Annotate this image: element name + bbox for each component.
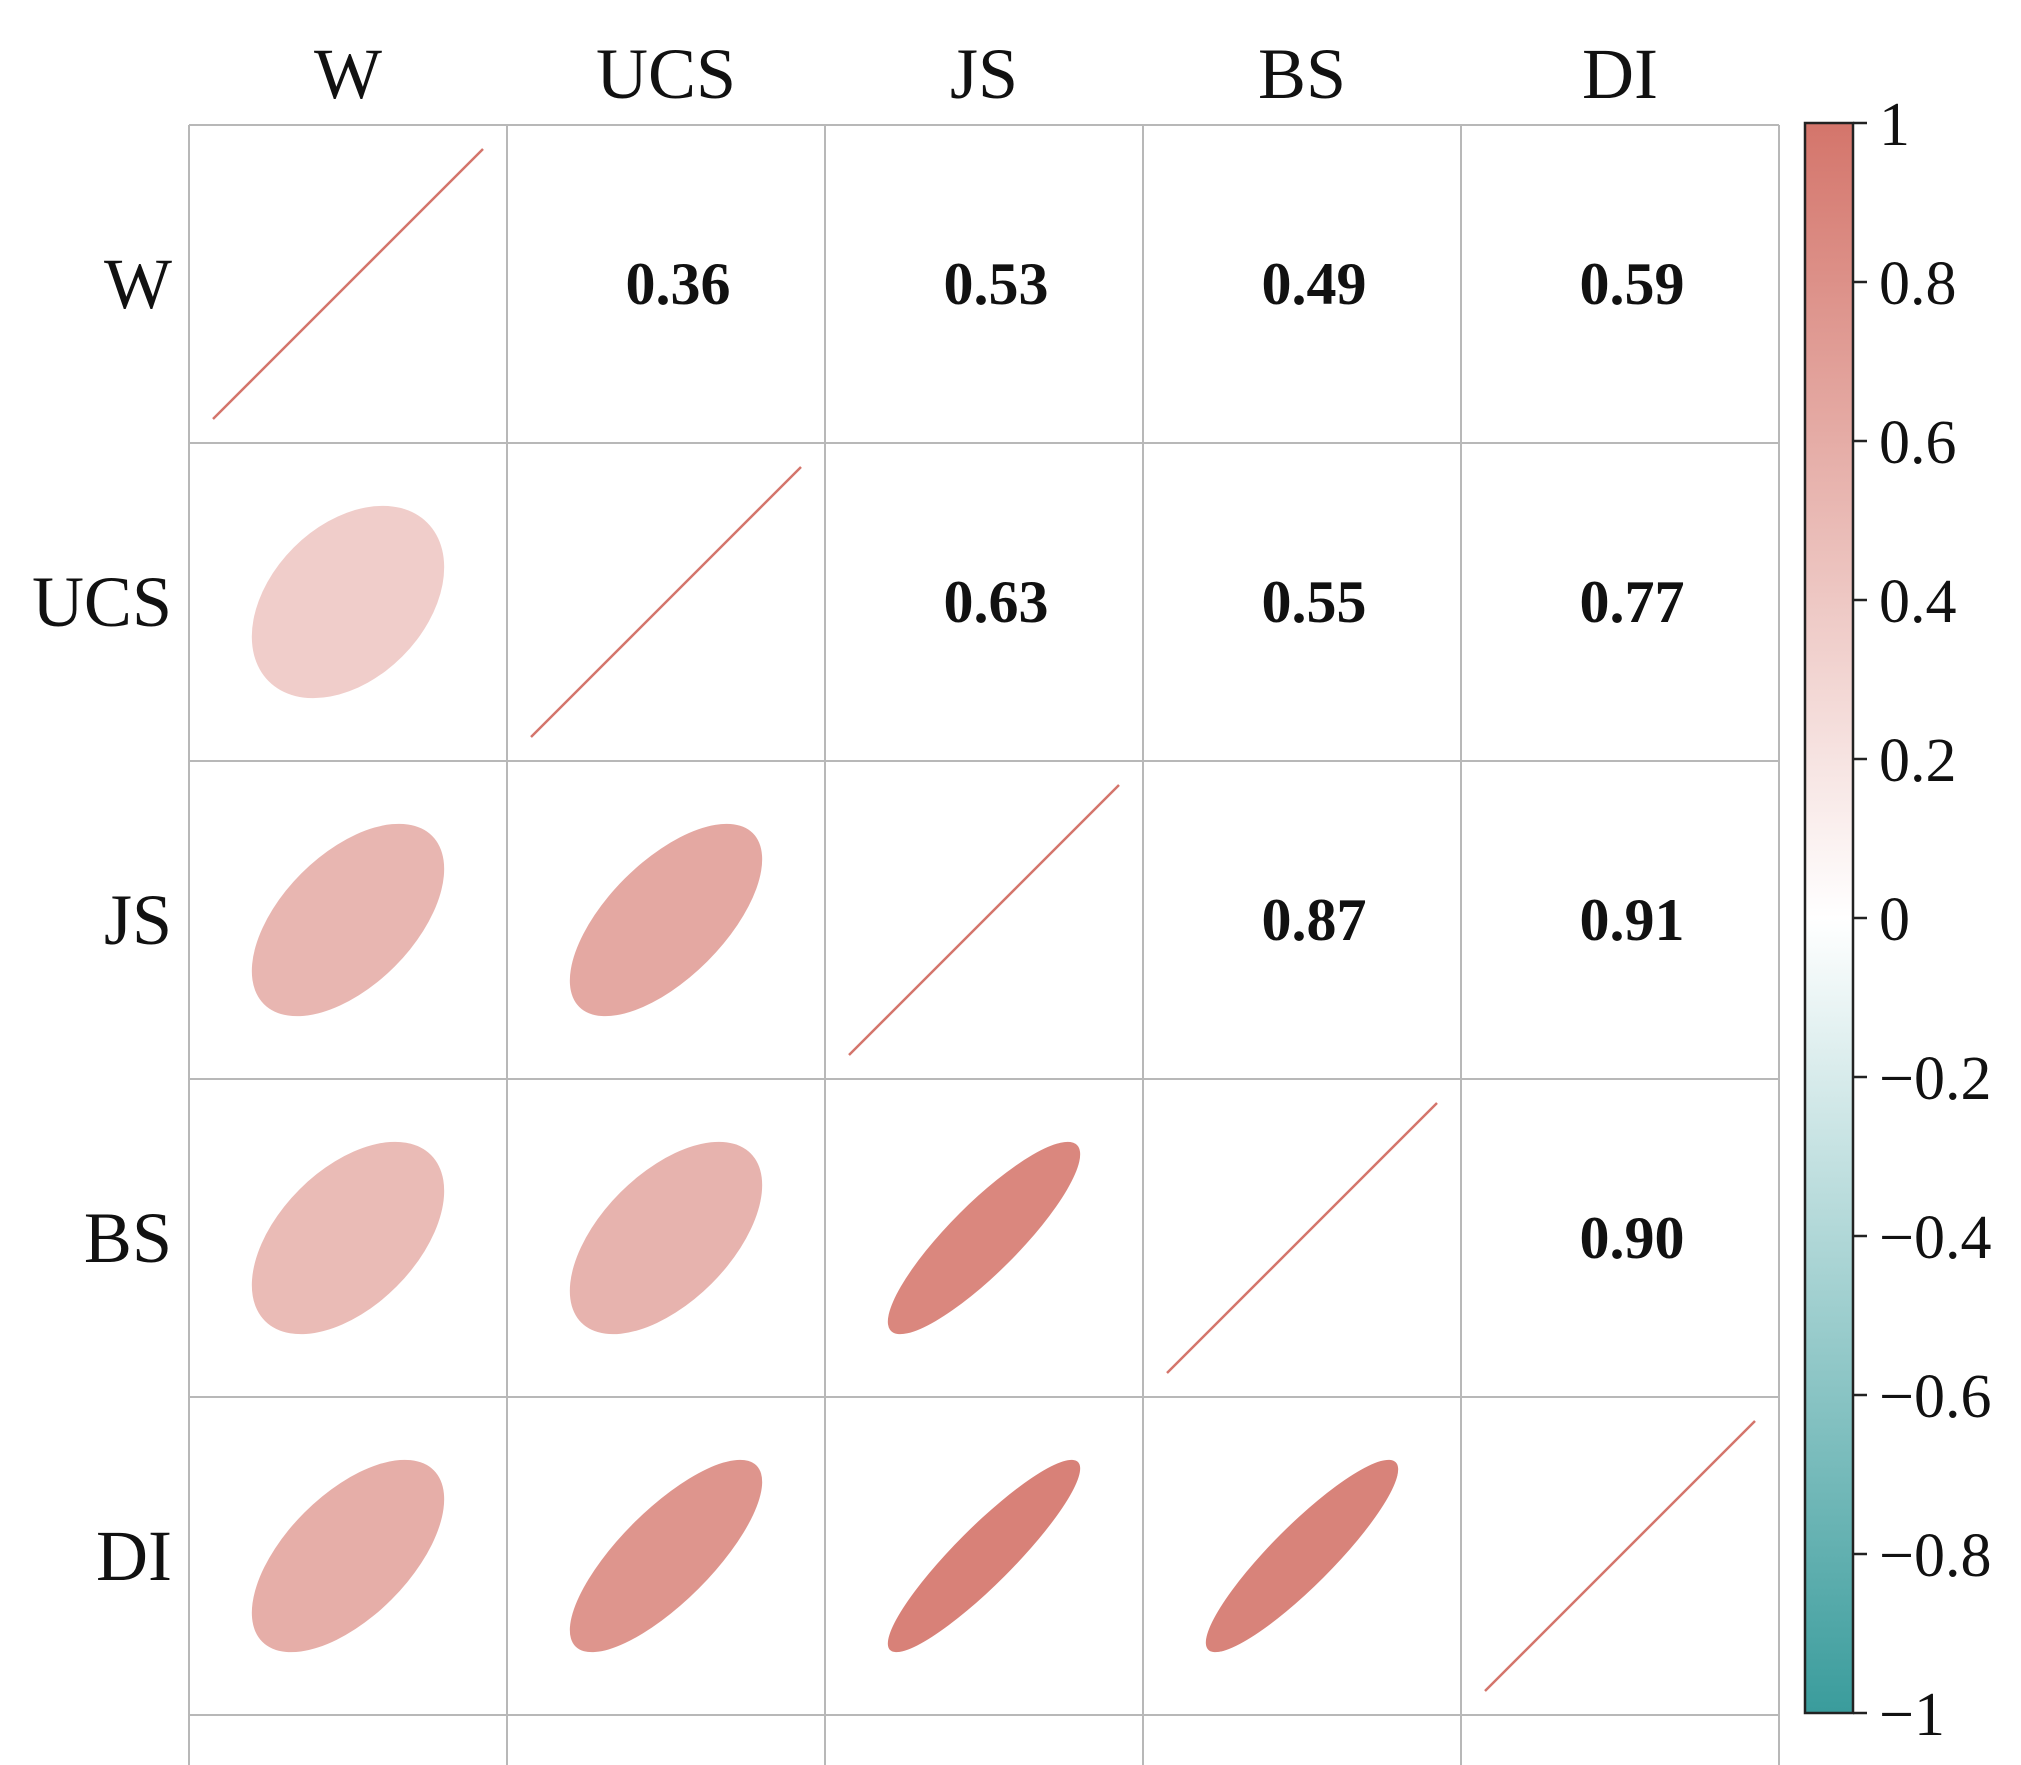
cell-bs-di bbox=[1461, 1079, 1779, 1397]
matrix-cells bbox=[189, 125, 1779, 1715]
colorbar-tick-label: −0.2 bbox=[1879, 1045, 1991, 1113]
ellipse-js-w bbox=[251, 823, 445, 1017]
cell-w-di bbox=[1461, 125, 1779, 443]
cell-w-js bbox=[825, 125, 1143, 443]
value-label-w-js: 0.53 bbox=[944, 251, 1049, 317]
row-label-ucs: UCS bbox=[32, 562, 172, 642]
cell-w-ucs bbox=[507, 125, 825, 443]
column-label-w: W bbox=[314, 34, 382, 114]
value-label-ucs-js: 0.63 bbox=[944, 569, 1049, 635]
ellipse-bs-js bbox=[887, 1141, 1081, 1335]
ellipse-bs-w bbox=[251, 1141, 445, 1335]
value-label-js-di: 0.91 bbox=[1580, 887, 1685, 953]
ellipse-di-ucs bbox=[569, 1459, 763, 1653]
diagonal-line-js bbox=[848, 784, 1120, 1056]
column-labels: W UCS JS BS DI bbox=[314, 34, 1658, 114]
value-label-bs-di: 0.90 bbox=[1580, 1205, 1685, 1271]
diagonal-line-bs bbox=[1166, 1102, 1438, 1374]
column-label-js: JS bbox=[950, 34, 1018, 114]
ellipse-di-w bbox=[251, 1459, 445, 1653]
cell-js-di bbox=[1461, 761, 1779, 1079]
diagonal-line-ucs bbox=[530, 466, 802, 738]
value-label-w-di: 0.59 bbox=[1580, 251, 1685, 317]
colorbar-tick-label: −0.6 bbox=[1879, 1363, 1991, 1431]
ellipse-di-js bbox=[887, 1459, 1081, 1653]
colorbar-tick-label: −0.8 bbox=[1879, 1522, 1991, 1590]
row-label-di: DI bbox=[96, 1516, 172, 1596]
value-label-js-bs: 0.87 bbox=[1262, 887, 1367, 953]
value-label-ucs-di: 0.77 bbox=[1580, 569, 1685, 635]
colorbar-tick-label: −0.4 bbox=[1879, 1204, 1991, 1272]
cell-w-bs bbox=[1143, 125, 1461, 443]
row-label-bs: BS bbox=[84, 1198, 172, 1278]
colorbar: 1 0.8 0.6 0.4 0.2 0 −0.2 −0.4 −0.6 −0.8 −1 bbox=[1803, 91, 1991, 1749]
cell-ucs-bs bbox=[1143, 443, 1461, 761]
diagonal-line-di bbox=[1484, 1420, 1756, 1692]
colorbar-tick-label: 0.4 bbox=[1879, 568, 1957, 636]
cell-ucs-di bbox=[1461, 443, 1779, 761]
value-label-ucs-bs: 0.55 bbox=[1262, 569, 1367, 635]
ellipse-js-ucs bbox=[569, 823, 763, 1017]
row-label-w: W bbox=[104, 244, 172, 324]
colorbar-gradient bbox=[1803, 121, 1855, 1715]
column-label-di: DI bbox=[1582, 34, 1658, 114]
row-labels: W UCS JS BS DI bbox=[32, 244, 172, 1596]
ellipse-di-bs bbox=[1205, 1459, 1399, 1653]
colorbar-tick-label: −1 bbox=[1879, 1681, 1945, 1749]
colorbar-tick-label: 0.6 bbox=[1879, 409, 1957, 477]
diagonal-line-w bbox=[212, 148, 484, 420]
colorbar-tick-label: 1 bbox=[1879, 91, 1910, 159]
colorbar-tick-label: 0.8 bbox=[1879, 250, 1957, 318]
column-label-bs: BS bbox=[1258, 34, 1346, 114]
colorbar-tick-label: 0.2 bbox=[1879, 727, 1957, 795]
cell-ucs-js bbox=[825, 443, 1143, 761]
value-label-w-ucs: 0.36 bbox=[626, 251, 731, 317]
cell-js-bs bbox=[1143, 761, 1461, 1079]
matrix-grid bbox=[188, 124, 1780, 1765]
colorbar-tick-label: 0 bbox=[1879, 886, 1910, 954]
matrix-marks: 0.36 0.53 0.49 0.59 0.63 0.55 0.77 0.87 0.91 0.90 bbox=[212, 148, 1756, 1692]
ellipse-bs-ucs bbox=[569, 1141, 763, 1335]
value-label-w-bs: 0.49 bbox=[1262, 251, 1367, 317]
ellipse-ucs-w bbox=[251, 505, 445, 699]
column-label-ucs: UCS bbox=[596, 34, 736, 114]
row-label-js: JS bbox=[104, 880, 172, 960]
